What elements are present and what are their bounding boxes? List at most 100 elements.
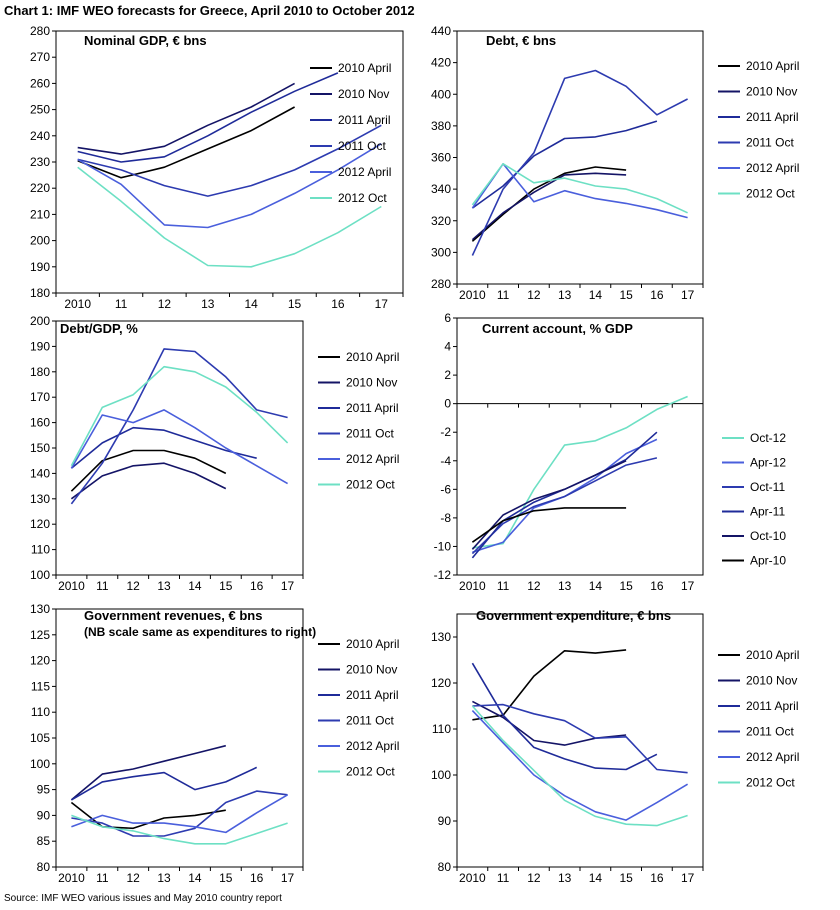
plot-frame [456, 30, 704, 285]
legend-label: 2012 Oct [338, 191, 387, 205]
x-tick-label: 13 [201, 297, 215, 311]
x-tick-label: 11 [497, 579, 510, 593]
y-tick-label: 180 [30, 365, 50, 379]
y-tick-label: 105 [30, 731, 50, 745]
chart-title: Chart 1: IMF WEO forecasts for Greece, A… [4, 3, 415, 18]
legend-label: 2011 April [346, 688, 398, 702]
y-tick-label: 140 [30, 466, 50, 480]
legend-label: 2010 Nov [346, 663, 397, 677]
series-line [471, 120, 658, 209]
series-line [77, 82, 295, 155]
x-tick-label: 17 [281, 871, 295, 885]
x-tick-label: 14 [188, 579, 202, 593]
y-tick-label: 230 [30, 155, 50, 169]
plot-frame [55, 320, 304, 576]
y-tick-label: 110 [31, 543, 50, 557]
panel-title: Debt, € bns [486, 33, 556, 48]
y-tick-label: 200 [30, 234, 50, 248]
series-line [70, 766, 258, 801]
x-tick-label: 12 [127, 579, 141, 593]
legend-label: 2010 Nov [338, 87, 389, 101]
legend-label: 2011 April [338, 113, 390, 127]
panel-title: Government revenues, € bns [84, 608, 262, 623]
y-tick-label: -6 [440, 482, 451, 496]
y-tick-label: 280 [30, 24, 50, 38]
y-tick-label: 200 [30, 314, 50, 328]
legend-label: 2012 April [746, 161, 799, 175]
x-tick-label: 17 [681, 871, 695, 885]
series-line [70, 365, 289, 467]
series-line [77, 72, 339, 163]
x-tick-label: 16 [331, 297, 345, 311]
x-tick-label: 17 [375, 297, 389, 311]
x-tick-label: 14 [589, 871, 603, 885]
y-tick-label: 400 [431, 87, 451, 101]
legend-label: 2011 April [346, 401, 398, 415]
x-tick-label: 15 [219, 871, 233, 885]
y-tick-label: 2 [444, 368, 451, 382]
legend-label: 2010 April [746, 59, 799, 73]
x-tick-label: 15 [619, 871, 633, 885]
y-tick-label: 85 [37, 834, 51, 848]
series-line [471, 163, 688, 214]
x-tick-label: 15 [619, 288, 633, 302]
x-tick-label: 12 [158, 297, 172, 311]
legend-label: 2012 Oct [346, 765, 395, 779]
y-tick-label: 270 [30, 50, 50, 64]
legend-label: Apr-10 [750, 554, 786, 568]
series-line [70, 462, 227, 500]
y-tick-label: 190 [30, 260, 50, 274]
y-tick-label: -10 [434, 539, 452, 553]
y-tick-label: 210 [30, 207, 50, 221]
legend-label: 2012 Oct [746, 187, 795, 201]
x-tick-label: 11 [497, 288, 510, 302]
series-line [472, 703, 688, 774]
legend-label: 2012 April [346, 452, 399, 466]
series-line [471, 460, 627, 550]
series-line [472, 395, 688, 549]
legend-label: Apr-11 [750, 505, 785, 519]
legend-label: 2010 April [338, 61, 391, 75]
legend-label: 2012 April [338, 165, 391, 179]
x-tick-label: 2010 [58, 871, 85, 885]
x-tick-label: 13 [558, 288, 572, 302]
x-tick-label: 15 [288, 297, 302, 311]
series-line [471, 69, 688, 256]
x-tick-label: 12 [527, 579, 541, 593]
x-tick-label: 14 [188, 871, 202, 885]
y-tick-label: 160 [30, 416, 50, 430]
legend-label: Oct-12 [750, 431, 786, 445]
chart-current-account: -12 -10 -8 -6 -4 -2 0 2 4 6 2010 11 12 13 14 15 16 17 Curr… [434, 311, 787, 593]
panel-title: Current account, % GDP [482, 321, 633, 336]
x-tick-label: 16 [650, 288, 664, 302]
series-line [471, 507, 627, 543]
chart-debt-gdp: 100 110 120 130 140 150 160 170 180 190 200 2010 11 1… [30, 314, 399, 593]
y-tick-label: 220 [30, 181, 50, 195]
legend-label: 2011 Oct [746, 136, 794, 150]
chart-government-expenditure: 80 90 100 110 120 130 2010 11 12 13 14 15 16 17 Govern… [431, 608, 799, 885]
plot-frame [456, 317, 704, 576]
x-tick-label: 12 [127, 871, 141, 885]
series-line [71, 790, 288, 837]
y-tick-label: 180 [30, 286, 50, 300]
panel-note: (NB scale same as expenditures to right) [84, 625, 316, 639]
legend-label: 2012 April [746, 750, 799, 764]
y-tick-label: 120 [30, 517, 50, 531]
legend-label: Oct-10 [750, 529, 786, 543]
x-tick-label: 17 [681, 288, 695, 302]
legend-label: 2010 Nov [346, 376, 397, 390]
series-line [471, 431, 658, 559]
y-tick-label: 0 [444, 397, 451, 411]
legend-label: 2010 Nov [746, 85, 797, 99]
y-tick-label: 260 [30, 76, 50, 90]
panel-title: Debt/GDP, % [60, 321, 138, 336]
x-tick-label: 2010 [459, 288, 486, 302]
y-tick-label: 100 [30, 757, 50, 771]
x-tick-label: 16 [250, 579, 264, 593]
y-tick-label: 120 [30, 654, 50, 668]
panel-title: Nominal GDP, € bns [84, 33, 207, 48]
y-tick-label: 6 [444, 311, 451, 325]
series-line [471, 705, 688, 827]
legend-label: Oct-11 [750, 480, 785, 494]
x-tick-label: 17 [281, 579, 295, 593]
